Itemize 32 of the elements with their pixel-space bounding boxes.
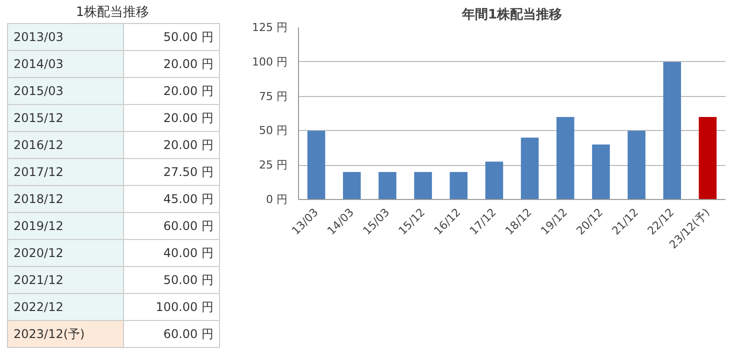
text: 60.00 円 — [163, 327, 214, 341]
y-tick-label: 50 円 — [259, 124, 288, 138]
category-label: 2021/12 — [14, 273, 64, 287]
category-label: 2019/12 — [14, 219, 64, 233]
text: 100.00 円 — [156, 300, 214, 314]
text: 20.00 円 — [163, 111, 214, 125]
text: 20.00 円 — [163, 138, 214, 152]
y-tick-label: 25 円 — [259, 158, 288, 172]
y-tick-label: 0 円 — [266, 193, 288, 206]
category-label: 2014/03 — [14, 57, 64, 71]
y-tick-label: 100 円 — [252, 55, 288, 68]
text: 27.50 円 — [163, 165, 214, 179]
category-label: 2023/12(予) — [14, 327, 85, 341]
y-tick-label: 75 円 — [259, 90, 288, 103]
text: 45.00 円 — [163, 192, 214, 206]
category-label: 2020/12 — [14, 246, 64, 260]
text: 20.00 円 — [163, 57, 214, 71]
text: 20.00 円 — [163, 84, 214, 98]
category-label: 2015/03 — [14, 84, 64, 98]
category-label: 2017/12 — [14, 165, 64, 179]
y-tick-label: 125 円 — [252, 21, 288, 34]
category-label: 2018/12 — [14, 192, 64, 206]
text: 60.00 円 — [163, 219, 214, 233]
category-label: 2016/12 — [14, 138, 64, 152]
text: 40.00 円 — [163, 246, 214, 260]
text: 1株配当推移 — [76, 5, 150, 20]
text: 50.00 円 — [163, 30, 214, 44]
text: 50.00 円 — [163, 273, 214, 287]
category-label: 2015/12 — [14, 111, 64, 125]
chart-title: 年間1株配当推移 — [460, 8, 562, 22]
category-label: 2013/03 — [14, 30, 64, 44]
category-label: 2022/12 — [14, 300, 64, 314]
